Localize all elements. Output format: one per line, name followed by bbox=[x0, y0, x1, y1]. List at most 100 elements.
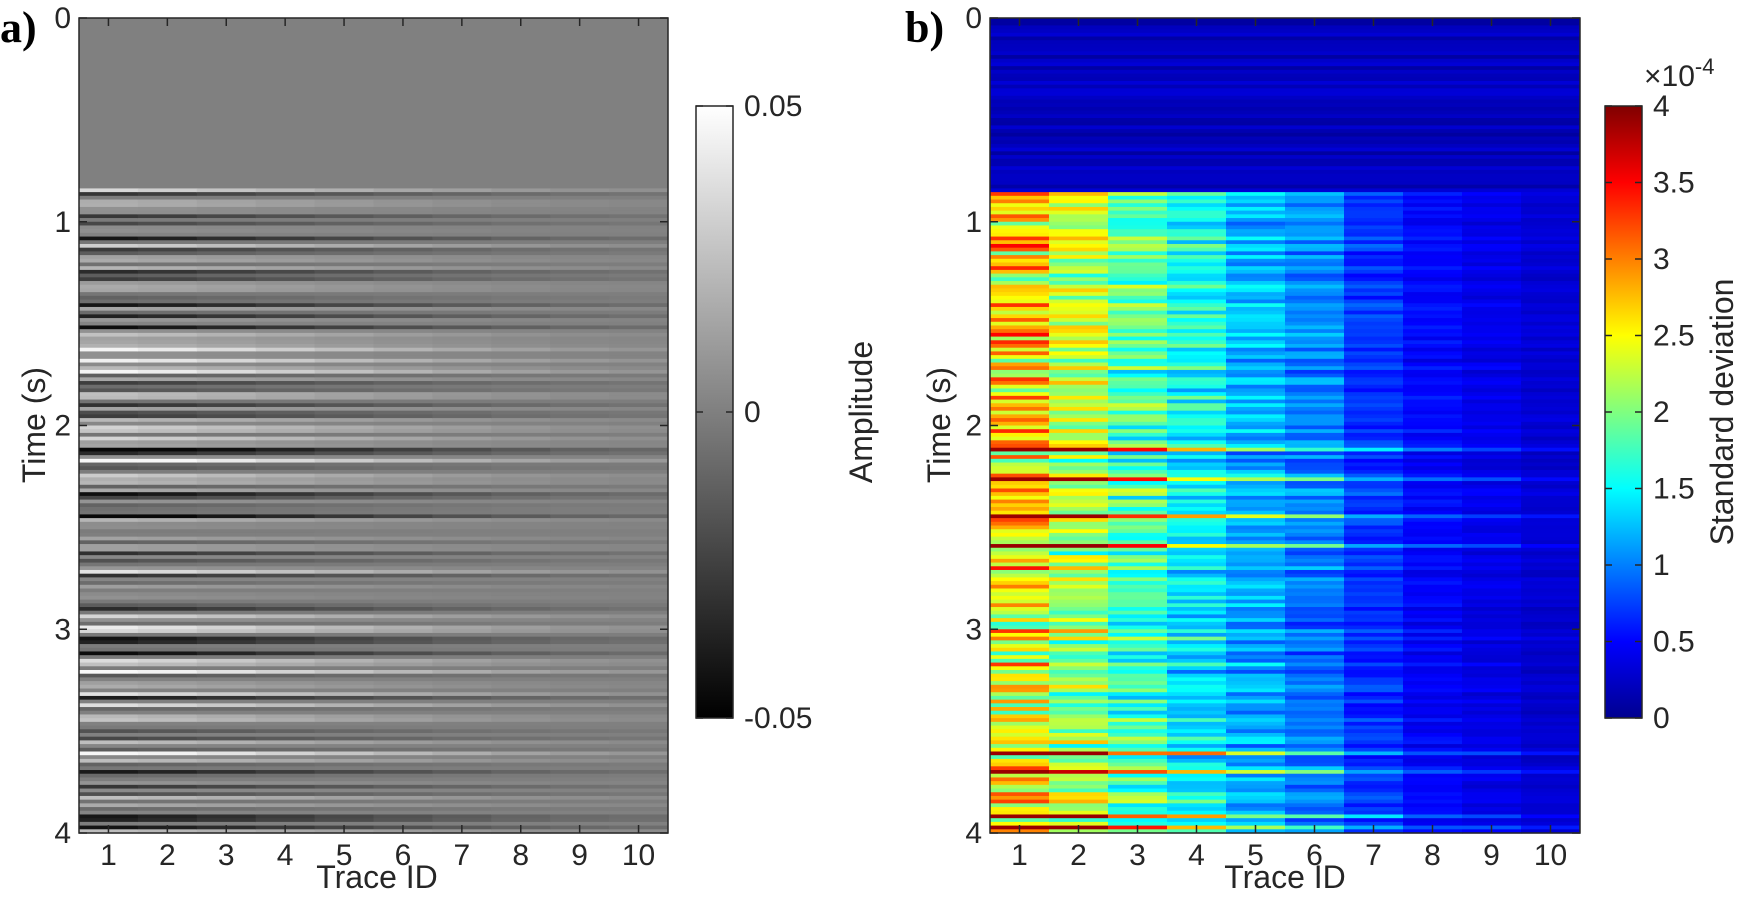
heatmap-cell bbox=[1403, 106, 1463, 112]
heatmap-cell bbox=[1049, 607, 1109, 612]
heatmap-cell bbox=[1462, 366, 1522, 371]
heatmap-cell bbox=[255, 525, 316, 530]
heatmap-cell bbox=[79, 344, 139, 349]
heatmap-cell bbox=[1226, 618, 1286, 623]
heatmap-cell bbox=[255, 284, 316, 290]
heatmap-cell bbox=[1226, 295, 1286, 301]
heatmap-cell bbox=[1344, 110, 1404, 115]
heatmap-cell bbox=[609, 373, 669, 378]
heatmap-cell bbox=[1285, 158, 1345, 164]
heatmap-cell bbox=[990, 377, 1050, 382]
heatmap-cell bbox=[1521, 614, 1581, 619]
heatmap-cell bbox=[79, 418, 139, 423]
heatmap-cell bbox=[1049, 814, 1109, 819]
heatmap-cell bbox=[255, 736, 316, 741]
heatmap-cell bbox=[990, 95, 1050, 101]
heatmap-cell bbox=[196, 451, 257, 456]
heatmap-cell bbox=[990, 558, 1050, 564]
heatmap-cell bbox=[1167, 369, 1227, 375]
heatmap-cell bbox=[1049, 770, 1109, 775]
heatmap-cell bbox=[1167, 25, 1227, 30]
heatmap-cell bbox=[373, 340, 433, 345]
heatmap-cell bbox=[990, 251, 1050, 256]
heatmap-cell bbox=[491, 432, 551, 438]
heatmap-cell bbox=[550, 266, 610, 271]
heatmap-cell bbox=[1226, 673, 1286, 679]
heatmap-cell bbox=[1403, 255, 1463, 260]
heatmap-cell bbox=[1285, 247, 1345, 252]
heatmap-cell bbox=[1285, 318, 1345, 323]
heatmap-cell bbox=[990, 707, 1050, 712]
heatmap-cell bbox=[373, 495, 433, 501]
heatmap-cell bbox=[137, 503, 198, 508]
heatmap-cell bbox=[1462, 477, 1522, 482]
heatmap-cell bbox=[1285, 177, 1345, 182]
heatmap-cell bbox=[1462, 206, 1522, 212]
heatmap-cell bbox=[491, 240, 551, 245]
heatmap-cell bbox=[255, 347, 316, 353]
heatmap-cell bbox=[1108, 495, 1168, 501]
heatmap-cell bbox=[1049, 373, 1109, 378]
heatmap-cell bbox=[314, 603, 374, 608]
heatmap-cell bbox=[1285, 518, 1345, 523]
y-tick-label: 4 bbox=[965, 817, 982, 850]
heatmap-cell bbox=[990, 477, 1050, 482]
heatmap-cell bbox=[1403, 747, 1463, 753]
heatmap-cell bbox=[609, 803, 669, 808]
heatmap-cell bbox=[1462, 518, 1522, 523]
heatmap-cell bbox=[1049, 418, 1109, 423]
heatmap-cell bbox=[1403, 558, 1463, 564]
heatmap-cell bbox=[1521, 295, 1581, 301]
heatmap-cell bbox=[1285, 221, 1345, 227]
heatmap-cell bbox=[137, 306, 198, 312]
heatmap-cell bbox=[196, 592, 257, 597]
heatmap-cell bbox=[1108, 32, 1168, 38]
heatmap-cell bbox=[1521, 36, 1581, 41]
heatmap-cell bbox=[255, 251, 316, 256]
heatmap-cell bbox=[1403, 484, 1463, 490]
heatmap-cell bbox=[550, 473, 610, 478]
heatmap-cell bbox=[990, 84, 1050, 89]
heatmap-cell bbox=[1521, 358, 1581, 364]
heatmap-cell bbox=[1403, 773, 1463, 779]
heatmap-cell bbox=[1167, 292, 1227, 297]
heatmap-cell bbox=[1167, 429, 1227, 434]
heatmap-cell bbox=[491, 225, 551, 230]
heatmap-cell bbox=[1462, 551, 1522, 556]
heatmap-cell bbox=[990, 43, 1050, 49]
heatmap-cell bbox=[1049, 540, 1109, 545]
heatmap-cell bbox=[79, 288, 139, 293]
heatmap-cell bbox=[1344, 214, 1404, 219]
heatmap-cell bbox=[1521, 718, 1581, 723]
heatmap-cell bbox=[137, 710, 198, 716]
heatmap-cell bbox=[79, 573, 139, 578]
heatmap-cell bbox=[1049, 777, 1109, 782]
heatmap-cell bbox=[1462, 640, 1522, 645]
heatmap-cell bbox=[255, 247, 316, 252]
heatmap-cell bbox=[255, 751, 316, 756]
heatmap-cell bbox=[1167, 125, 1227, 130]
heatmap-cell bbox=[1167, 784, 1227, 790]
heatmap-cell bbox=[990, 192, 1050, 197]
heatmap-cell bbox=[1285, 721, 1345, 727]
heatmap-cell bbox=[1226, 536, 1286, 541]
heatmap-cell bbox=[491, 199, 551, 204]
heatmap-cell bbox=[373, 725, 433, 730]
heatmap-cell bbox=[550, 770, 610, 775]
heatmap-cell bbox=[1226, 544, 1286, 549]
heatmap-cell bbox=[1403, 321, 1463, 327]
heatmap-cell bbox=[1344, 662, 1404, 667]
heatmap-cell bbox=[314, 373, 374, 378]
heatmap-cell bbox=[137, 677, 198, 682]
heatmap-cell bbox=[990, 488, 1050, 493]
heatmap-cell bbox=[1521, 618, 1581, 623]
heatmap-cell bbox=[432, 262, 492, 267]
heatmap-cell bbox=[314, 577, 374, 582]
heatmap-cell bbox=[1108, 151, 1168, 156]
heatmap-cell bbox=[1462, 792, 1522, 797]
heatmap-cell bbox=[990, 410, 1050, 415]
heatmap-cell bbox=[314, 310, 374, 315]
heatmap-cell bbox=[1462, 607, 1522, 612]
heatmap-cell bbox=[1108, 136, 1168, 141]
heatmap-cell bbox=[550, 436, 610, 441]
